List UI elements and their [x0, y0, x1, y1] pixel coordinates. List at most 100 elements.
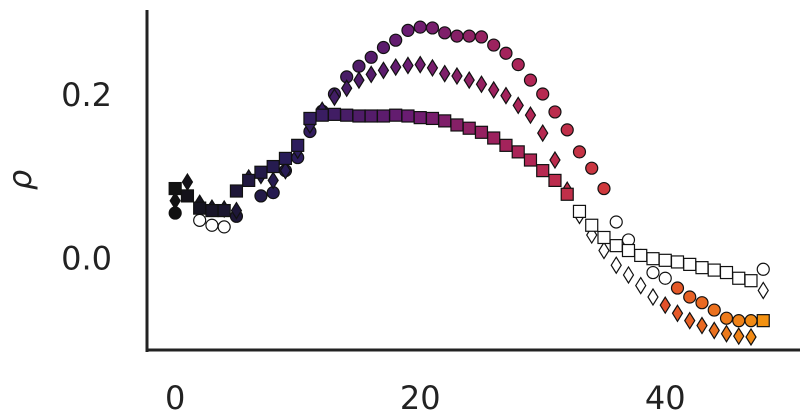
circle-point — [523, 73, 538, 87]
diamond-point — [328, 88, 341, 107]
circle-point — [597, 181, 611, 196]
diamond-point — [475, 75, 488, 94]
diamond-point — [267, 171, 279, 190]
square-point — [413, 111, 427, 125]
diamond-point — [549, 150, 561, 170]
diamond-point — [340, 79, 353, 98]
diamond-point — [671, 304, 684, 323]
square-point — [180, 189, 195, 203]
diamond-point — [169, 191, 181, 210]
square-point — [560, 187, 574, 201]
diamond-point — [610, 256, 622, 275]
square-point — [291, 138, 305, 152]
circle-point — [254, 189, 268, 203]
diamond-point — [635, 276, 647, 295]
diamond-point — [720, 324, 733, 343]
diamond-point — [426, 58, 439, 78]
square-point — [744, 274, 758, 288]
diamond-point — [598, 241, 610, 260]
square-point — [683, 257, 697, 271]
square-point — [474, 125, 489, 139]
circle-point — [193, 213, 207, 227]
circle-point — [413, 20, 427, 34]
square-point — [646, 252, 660, 266]
circle-point — [646, 265, 660, 280]
diamond-point — [684, 311, 696, 330]
circle-point — [474, 30, 489, 44]
square-point — [511, 145, 525, 159]
square-point — [168, 181, 182, 196]
circle-point — [499, 46, 513, 60]
diamond-point — [181, 172, 194, 192]
diamond-point — [524, 106, 537, 125]
diamond-point — [279, 161, 292, 180]
diamond-point — [389, 57, 402, 77]
square-point — [376, 109, 391, 123]
square-point — [658, 253, 672, 267]
square-point — [278, 151, 293, 165]
diamond-point — [230, 201, 243, 220]
square-point — [634, 248, 648, 263]
square-point — [425, 111, 440, 126]
circle-point — [744, 314, 758, 328]
square-point — [462, 121, 476, 135]
square-point — [217, 203, 231, 218]
diamond-point — [537, 123, 549, 143]
square-point — [487, 131, 501, 145]
diamond-point — [402, 56, 414, 75]
square-point — [303, 111, 317, 126]
square-point — [621, 243, 636, 258]
circle-point — [683, 290, 697, 304]
circle-point — [217, 220, 231, 234]
diamond-point — [757, 281, 769, 300]
square-point — [523, 153, 538, 167]
diamond-point — [463, 70, 475, 90]
diamond-point — [745, 327, 757, 347]
square-point — [266, 159, 280, 174]
square-point — [205, 203, 219, 218]
circle-point — [658, 271, 672, 285]
diamond-point — [708, 321, 720, 340]
circle-point — [438, 26, 452, 40]
circle-point — [401, 23, 415, 37]
circle-point — [511, 58, 525, 72]
square-point — [242, 173, 256, 188]
square-point — [609, 239, 623, 253]
square-point — [401, 109, 415, 123]
diamond-point — [696, 316, 708, 335]
square-point — [719, 265, 734, 280]
circle-point — [352, 59, 366, 73]
square-point — [572, 204, 587, 218]
y-tick-label: 0.2 — [61, 76, 112, 114]
square-point — [340, 108, 354, 122]
square-point — [585, 218, 599, 232]
diamond-point — [733, 327, 745, 346]
x-tick-label: 0 — [165, 379, 185, 416]
square-point — [364, 109, 378, 123]
diamond-point — [439, 64, 451, 83]
square-point — [536, 164, 550, 178]
circle-point — [560, 123, 574, 137]
circle-point — [707, 303, 721, 317]
circle-point — [425, 21, 440, 35]
diamond-point — [622, 265, 635, 285]
circle-point — [462, 29, 476, 43]
y-tick-label: 0.0 — [61, 239, 112, 277]
circle-point — [756, 262, 770, 276]
diamond-point — [377, 61, 390, 80]
square-point — [193, 201, 207, 215]
square-point — [670, 255, 685, 269]
circle-point — [364, 50, 378, 64]
circle-point — [376, 40, 391, 55]
square-point — [254, 165, 268, 179]
circle-point — [719, 311, 734, 325]
x-tick-label: 40 — [645, 379, 686, 416]
square-point — [732, 271, 746, 285]
x-tick-label: 20 — [400, 379, 441, 416]
circle-point — [572, 145, 587, 159]
square-point — [389, 108, 403, 122]
square-point — [315, 108, 329, 122]
square-point — [438, 114, 452, 128]
diamond-point — [353, 70, 365, 90]
